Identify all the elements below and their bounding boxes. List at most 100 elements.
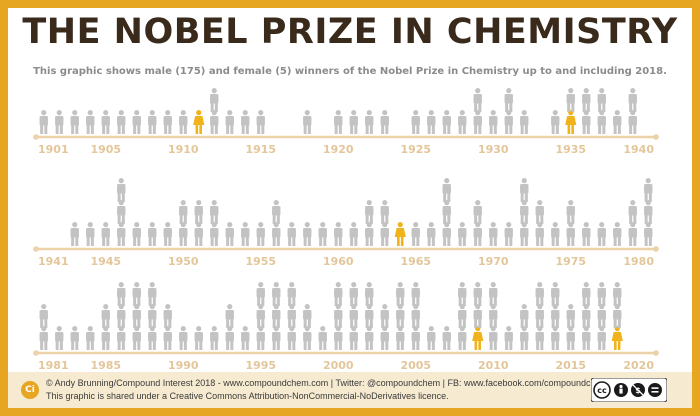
male-laureate-icon — [582, 304, 591, 328]
male-laureate-icon — [256, 326, 265, 350]
male-laureate-icon — [179, 222, 188, 246]
male-laureate-icon — [210, 326, 219, 350]
male-laureate-icon — [458, 282, 467, 306]
male-laureate-icon — [365, 304, 374, 328]
male-laureate-icon — [256, 222, 265, 246]
male-laureate-icon — [427, 222, 436, 246]
male-laureate-icon — [566, 304, 575, 328]
male-laureate-icon — [535, 304, 544, 328]
male-laureate-icon — [628, 88, 637, 112]
year-tick-label: 2015 — [555, 359, 586, 372]
male-laureate-icon — [194, 222, 203, 246]
male-laureate-icon — [396, 304, 405, 328]
year-tick-label: 1995 — [245, 359, 276, 372]
male-laureate-icon — [520, 110, 529, 134]
male-laureate-icon — [148, 282, 157, 306]
male-laureate-icon — [117, 200, 126, 224]
year-tick-label: 1985 — [90, 359, 121, 372]
year-tick-label: 1905 — [90, 143, 121, 156]
timeline-start-cap — [33, 350, 39, 356]
male-laureate-icon — [597, 326, 606, 350]
male-laureate-icon — [613, 304, 622, 328]
male-laureate-icon — [489, 282, 498, 306]
male-laureate-icon — [473, 200, 482, 224]
male-laureate-icon — [489, 110, 498, 134]
male-laureate-icon — [272, 282, 281, 306]
year-tick-label: 1980 — [623, 255, 654, 268]
year-tick-label: 1950 — [168, 255, 199, 268]
male-laureate-icon — [210, 222, 219, 246]
male-laureate-icon — [241, 222, 250, 246]
male-laureate-icon — [380, 110, 389, 134]
male-laureate-icon — [644, 222, 653, 246]
male-laureate-icon — [566, 326, 575, 350]
male-laureate-icon — [489, 222, 498, 246]
male-laureate-icon — [194, 326, 203, 350]
male-laureate-icon — [520, 178, 529, 202]
male-laureate-icon — [163, 110, 172, 134]
male-laureate-icon — [179, 200, 188, 224]
male-laureate-icon — [225, 222, 234, 246]
male-laureate-icon — [349, 222, 358, 246]
male-laureate-icon — [101, 304, 110, 328]
male-laureate-icon — [411, 222, 420, 246]
male-laureate-icon — [132, 110, 141, 134]
male-laureate-icon — [163, 326, 172, 350]
male-laureate-icon — [473, 304, 482, 328]
male-laureate-icon — [272, 304, 281, 328]
male-laureate-icon — [101, 110, 110, 134]
male-laureate-icon — [442, 326, 451, 350]
male-laureate-icon — [504, 110, 513, 134]
male-laureate-icon — [148, 110, 157, 134]
male-laureate-icon — [303, 110, 312, 134]
male-laureate-icon — [411, 282, 420, 306]
male-laureate-icon — [442, 178, 451, 202]
male-laureate-icon — [163, 222, 172, 246]
male-laureate-icon — [148, 326, 157, 350]
timeline-end-cap — [653, 246, 659, 252]
male-laureate-icon — [442, 110, 451, 134]
male-laureate-icon — [256, 282, 265, 306]
male-laureate-icon — [613, 110, 622, 134]
female-laureate-icon — [193, 110, 205, 134]
male-laureate-icon — [334, 326, 343, 350]
male-laureate-icon — [318, 326, 327, 350]
male-laureate-icon — [303, 222, 312, 246]
male-laureate-icon — [39, 110, 48, 134]
year-tick-label: 2000 — [323, 359, 354, 372]
male-laureate-icon — [427, 110, 436, 134]
year-tick-label: 1915 — [245, 143, 276, 156]
infographic-frame: THE NOBEL PRIZE IN CHEMISTRY This graphi… — [8, 8, 692, 408]
male-laureate-icon — [458, 304, 467, 328]
male-laureate-icon — [520, 326, 529, 350]
male-laureate-icon — [101, 222, 110, 246]
year-tick-label: 2010 — [478, 359, 509, 372]
male-laureate-icon — [411, 326, 420, 350]
male-laureate-icon — [256, 304, 265, 328]
male-laureate-icon — [194, 200, 203, 224]
male-laureate-icon — [411, 110, 420, 134]
male-laureate-icon — [380, 200, 389, 224]
male-laureate-icon — [380, 304, 389, 328]
male-laureate-icon — [597, 282, 606, 306]
male-laureate-icon — [535, 222, 544, 246]
male-laureate-icon — [597, 88, 606, 112]
male-laureate-icon — [411, 304, 420, 328]
male-laureate-icon — [272, 200, 281, 224]
male-laureate-icon — [148, 222, 157, 246]
male-laureate-icon — [287, 282, 296, 306]
male-laureate-icon — [427, 326, 436, 350]
male-laureate-icon — [442, 200, 451, 224]
male-laureate-icon — [86, 110, 95, 134]
male-laureate-icon — [225, 304, 234, 328]
female-laureate-icon — [394, 222, 406, 246]
year-tick-label: 2020 — [623, 359, 654, 372]
male-laureate-icon — [613, 222, 622, 246]
male-laureate-icon — [225, 326, 234, 350]
male-laureate-icon — [380, 222, 389, 246]
male-laureate-icon — [349, 326, 358, 350]
male-laureate-icon — [132, 282, 141, 306]
male-laureate-icon — [628, 110, 637, 134]
male-laureate-icon — [349, 304, 358, 328]
male-laureate-icon — [117, 326, 126, 350]
